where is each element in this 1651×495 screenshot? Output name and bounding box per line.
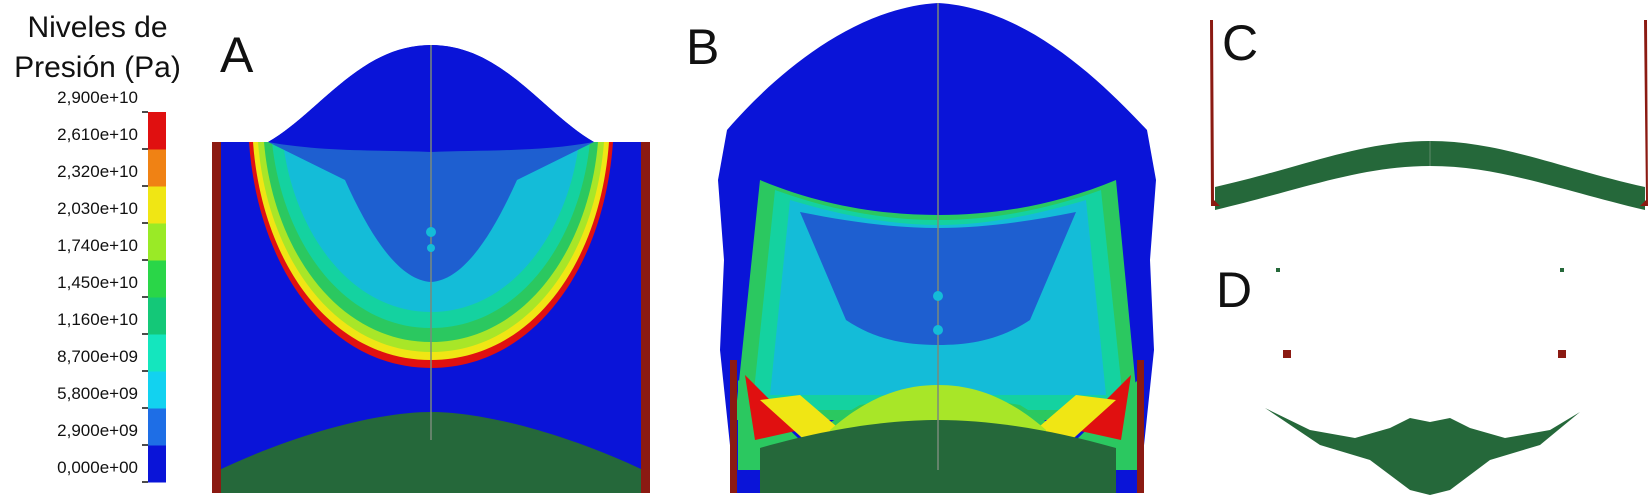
legend-color-segment [148,408,166,446]
legend-tick-label: 2,610e+10 [57,125,138,144]
legend-tick-label: 0,000e+00 [57,458,138,477]
legend-color-segment [148,223,166,261]
legend-tick-label: 2,030e+10 [57,199,138,218]
legend-colorbar [148,112,166,483]
panel-d-right-fragment [1558,350,1566,358]
legend-tick-label: 1,160e+10 [57,310,138,329]
panel-b-center-marker [933,325,943,335]
legend-color-segment [148,149,166,187]
panel-d-plate-fragment [1265,408,1580,495]
legend-title-line2: Presión (Pa) [14,51,181,84]
legend-color-segment [148,371,166,409]
legend-tick-label: 1,450e+10 [57,273,138,292]
legend-color-segment [148,334,166,372]
panel-b-center-marker [933,291,943,301]
panel-label-d: D [1216,262,1253,318]
panel-c-right-wall [1640,20,1648,206]
panel-c-left-wall [1210,20,1220,206]
panel-b-left-wall [730,360,737,493]
panel-d-fragment [1560,268,1564,272]
panel-b-pressure-map [718,3,1156,493]
legend-title: Niveles de Presión (Pa) [0,8,195,88]
legend-tick-label: 8,700e+09 [57,347,138,366]
panel-label-c: C [1222,15,1259,71]
legend-tick-label: 2,900e+09 [57,421,138,440]
panel-a-center-marker [427,244,435,252]
panel-a-left-wall [212,142,221,493]
panel-a-center-marker [426,227,436,237]
legend-color-segment [148,260,166,298]
panel-c-plate-deformation [1210,20,1648,210]
legend-color-segment [148,445,166,483]
legend-tick-label: 5,800e+09 [57,384,138,403]
panel-label-b: B [686,19,720,75]
legend-color-segment [148,112,166,150]
panel-d-left-fragment [1283,350,1291,358]
panel-a-right-wall [641,142,650,493]
panel-label-a: A [220,27,254,83]
legend-tick-label: 2,320e+10 [57,162,138,181]
panel-a-pressure-map [212,45,650,493]
legend-color-segment [148,186,166,224]
legend-tick-label: 2,900e+10 [57,88,138,107]
legend-title-line1: Niveles de [27,11,168,44]
panel-d-fragment [1276,268,1280,272]
legend-color-segment [148,297,166,335]
panel-d-plate-fragments [1265,268,1580,495]
panel-a-plate [219,412,643,493]
legend-colorbar-ticks [142,111,148,483]
panel-b-right-wall [1137,360,1144,493]
legend-tick-label: 1,740e+10 [57,236,138,255]
